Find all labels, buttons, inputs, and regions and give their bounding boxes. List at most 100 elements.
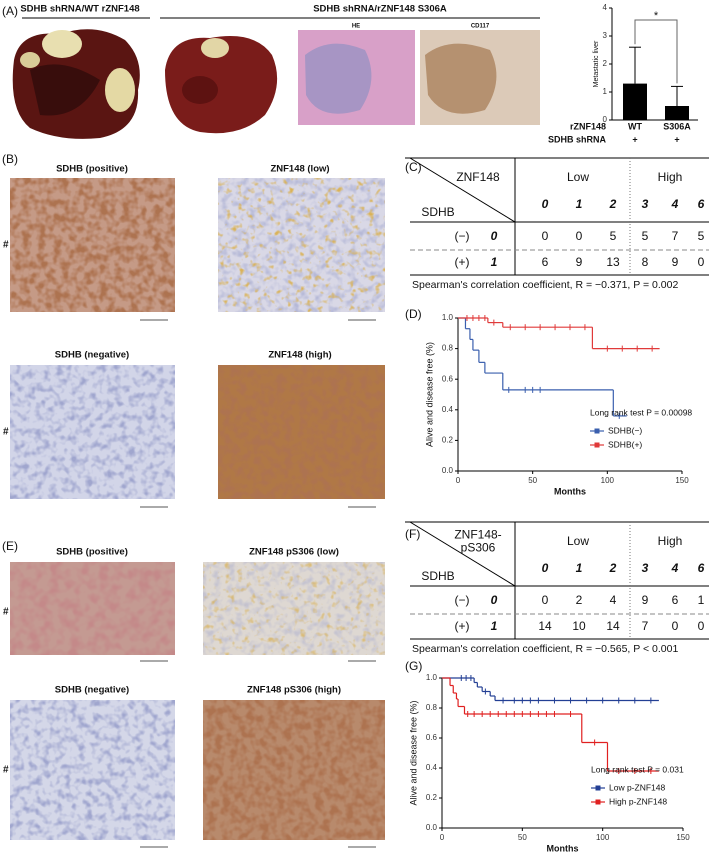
legend-marker — [594, 442, 600, 448]
image-title: ZNF148 pS306 (low) — [249, 547, 339, 558]
group-label: Low — [567, 534, 589, 548]
stain-label: CD117 — [471, 24, 490, 30]
x-tick-label: WT — [628, 121, 642, 131]
table-cell: 5 — [698, 229, 705, 243]
y-tick-label: 0.4 — [426, 763, 438, 772]
table-cell: 0 — [576, 229, 583, 243]
bar — [623, 83, 647, 120]
liver-photo — [165, 36, 278, 134]
table-cell: 4 — [610, 593, 617, 607]
y-tick-label: 1 — [603, 87, 608, 96]
table-cell: 6 — [542, 255, 549, 269]
he-tissue — [305, 43, 372, 114]
x-tick-label: 50 — [528, 476, 537, 485]
ihc-image — [10, 562, 175, 655]
table-diagonal — [409, 157, 516, 223]
table-diagonal — [409, 521, 516, 587]
x-tick-label: 150 — [676, 833, 690, 842]
table-cell: 5 — [610, 229, 617, 243]
column-header: 2 — [609, 197, 617, 211]
row-value: + — [632, 134, 637, 144]
column-header: 2 — [609, 561, 617, 575]
column-header: 0 — [542, 561, 549, 575]
liver-photo — [12, 29, 140, 139]
table-cell: 9 — [642, 593, 649, 607]
column-header: 0 — [542, 197, 549, 211]
y-tick-label: 2 — [603, 59, 608, 68]
image-title: ZNF148 (high) — [268, 350, 331, 361]
x-tick-label: 0 — [456, 476, 461, 485]
panel-label: (D) — [405, 307, 422, 321]
row-label: rZNF148 — [570, 121, 606, 131]
table-cell: 2 — [576, 593, 583, 607]
row-code: 0 — [491, 229, 498, 243]
corner-header: ZNF148 — [456, 170, 500, 184]
table-cell: 9 — [672, 255, 679, 269]
image-title: SDHB (negative) — [55, 685, 129, 696]
table-cell: 0 — [542, 229, 549, 243]
y-tick-label: 3 — [603, 31, 608, 40]
image-title: ZNF148 (low) — [270, 164, 329, 175]
legend-label: High p-ZNF148 — [609, 796, 667, 806]
row-code: 1 — [491, 255, 498, 269]
y-tick-label: 0.8 — [442, 344, 454, 353]
column-header: 6 — [698, 561, 705, 575]
panel-label: (G) — [405, 659, 422, 673]
row-code: 0 — [491, 593, 498, 607]
column-header: 4 — [671, 197, 679, 211]
ihc-image — [203, 562, 385, 655]
legend-label: Low p-ZNF148 — [609, 782, 665, 792]
ihc-image — [10, 700, 175, 840]
cd117-tissue — [425, 43, 497, 114]
significance-bracket — [634, 19, 678, 84]
table-cell: 13 — [606, 255, 620, 269]
table-cell: 7 — [642, 619, 649, 633]
column-header: 4 — [671, 561, 679, 575]
y-tick-label: 0 — [603, 115, 608, 124]
bar — [665, 106, 689, 120]
error-bar — [629, 46, 641, 84]
legend-label: SDHB(−) — [608, 425, 642, 435]
row-sign: (−) — [455, 229, 470, 243]
y-tick-label: 0.4 — [442, 405, 454, 414]
table-footnote: Spearman's correlation coefficient, R = … — [412, 279, 678, 291]
x-tick-label: 100 — [601, 476, 615, 485]
group-label: High — [658, 170, 683, 184]
group-label: SDHB shRNA/rZNF148 S306A — [313, 4, 447, 15]
y-tick-label: 4 — [603, 3, 608, 12]
panel-label: (C) — [405, 160, 422, 174]
image-title: SDHB (negative) — [55, 350, 129, 361]
x-tick-label: 150 — [675, 476, 689, 485]
group-label: Low — [567, 170, 589, 184]
legend-marker — [595, 785, 601, 791]
table-cell: 7 — [672, 229, 679, 243]
error-bar — [671, 85, 683, 106]
table-cell: 0 — [672, 619, 679, 633]
ihc-image — [10, 178, 175, 312]
table-cell: 9 — [576, 255, 583, 269]
row-sign: (+) — [455, 619, 470, 633]
panel-label: (A) — [2, 4, 18, 18]
corner-header: pS306 — [461, 541, 496, 555]
ihc-image — [218, 365, 385, 499]
significance-label: * — [654, 10, 659, 22]
corner-header: SDHB — [421, 205, 454, 219]
y-axis-label: Metastatic liver — [593, 40, 600, 87]
table-cell: 5 — [642, 229, 649, 243]
table-cell: 1 — [698, 593, 705, 607]
y-tick-label: 1.0 — [426, 673, 438, 682]
table-cell: 14 — [606, 619, 620, 633]
x-tick-label: 0 — [440, 833, 445, 842]
panel-label: (E) — [2, 539, 18, 553]
table-cell: 10 — [572, 619, 586, 633]
row-label: SDHB shRNA — [548, 134, 607, 144]
row-sign: (−) — [455, 593, 470, 607]
corner-header: SDHB — [421, 569, 454, 583]
y-axis-label: Alive and disease free (%) — [408, 700, 418, 805]
table-cell: 0 — [542, 593, 549, 607]
x-axis-label: Months — [554, 486, 586, 496]
column-header: 3 — [642, 197, 649, 211]
y-tick-label: 0.8 — [426, 703, 438, 712]
table-footnote: Spearman's correlation coefficient, R = … — [412, 643, 678, 655]
